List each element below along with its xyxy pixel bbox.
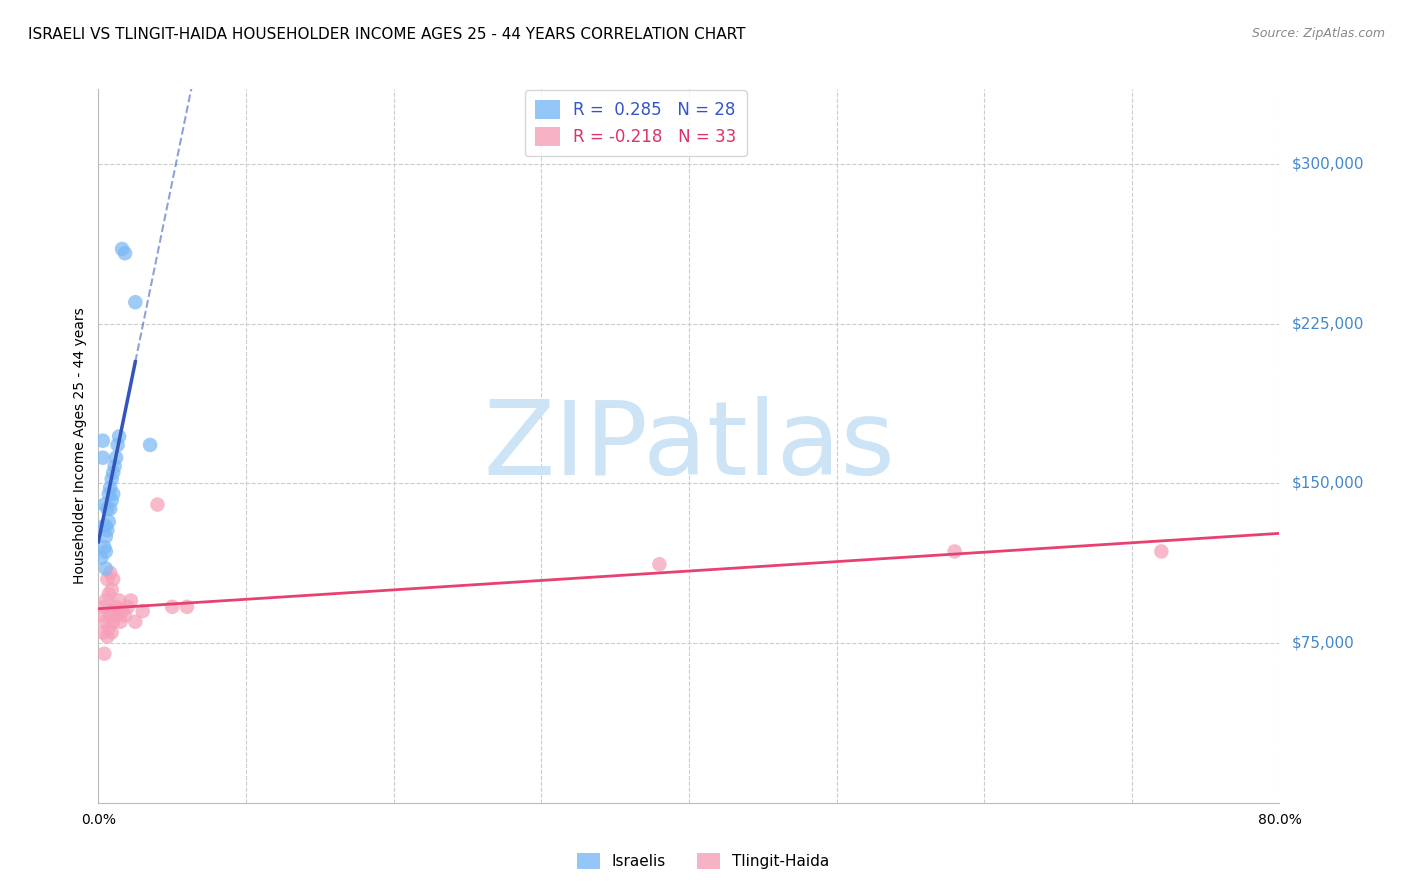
Point	[943, 544, 966, 558]
Point	[648, 558, 671, 572]
Point	[124, 295, 146, 310]
Point	[107, 608, 129, 623]
Point	[139, 438, 162, 452]
Point	[93, 647, 115, 661]
Point	[93, 599, 115, 614]
Point	[98, 608, 121, 623]
Text: ISRAELI VS TLINGIT-HAIDA HOUSEHOLDER INCOME AGES 25 - 44 YEARS CORRELATION CHART: ISRAELI VS TLINGIT-HAIDA HOUSEHOLDER INC…	[28, 27, 745, 42]
Point	[91, 450, 114, 465]
Point	[93, 498, 115, 512]
Point	[111, 242, 134, 256]
Point	[94, 593, 117, 607]
Point	[105, 599, 128, 614]
Point	[114, 246, 136, 260]
Point	[114, 608, 136, 623]
Point	[97, 487, 120, 501]
Point	[94, 519, 117, 533]
Point	[103, 572, 125, 586]
Text: $300,000: $300,000	[1291, 156, 1364, 171]
Point	[100, 493, 122, 508]
Point	[97, 515, 120, 529]
Text: $75,000: $75,000	[1291, 635, 1354, 650]
Legend: R =  0.285   N = 28, R = -0.218   N = 33: R = 0.285 N = 28, R = -0.218 N = 33	[524, 90, 747, 156]
Point	[98, 501, 121, 516]
Point	[100, 472, 122, 486]
Point	[124, 615, 146, 629]
Point	[96, 630, 118, 644]
Point	[110, 615, 132, 629]
Point	[97, 621, 120, 635]
Point	[90, 550, 112, 565]
Y-axis label: Householder Income Ages 25 - 44 years: Householder Income Ages 25 - 44 years	[73, 308, 87, 584]
Point	[90, 608, 112, 623]
Legend: Israelis, Tlingit-Haida: Israelis, Tlingit-Haida	[571, 847, 835, 875]
Point	[111, 604, 134, 618]
Point	[176, 599, 198, 614]
Point	[1150, 544, 1173, 558]
Point	[91, 434, 114, 448]
Text: Source: ZipAtlas.com: Source: ZipAtlas.com	[1251, 27, 1385, 40]
Point	[108, 593, 131, 607]
Point	[94, 529, 117, 543]
Point	[96, 501, 118, 516]
Point	[96, 572, 118, 586]
Point	[98, 566, 121, 580]
Text: ZIPatlas: ZIPatlas	[484, 395, 894, 497]
Point	[103, 466, 125, 480]
Point	[96, 523, 118, 537]
Point	[91, 625, 114, 640]
Point	[93, 519, 115, 533]
Point	[94, 544, 117, 558]
Point	[107, 438, 129, 452]
Point	[104, 604, 127, 618]
Point	[117, 599, 139, 614]
Point	[97, 587, 120, 601]
Point	[120, 593, 142, 607]
Text: $150,000: $150,000	[1291, 475, 1364, 491]
Point	[100, 582, 122, 597]
Point	[98, 481, 121, 495]
Point	[93, 540, 115, 554]
Point	[104, 459, 127, 474]
Point	[132, 604, 155, 618]
Point	[105, 450, 128, 465]
Point	[94, 615, 117, 629]
Text: $225,000: $225,000	[1291, 316, 1364, 331]
Point	[108, 429, 131, 443]
Point	[103, 615, 125, 629]
Point	[94, 561, 117, 575]
Point	[103, 487, 125, 501]
Point	[162, 599, 183, 614]
Point	[100, 625, 122, 640]
Point	[146, 498, 169, 512]
